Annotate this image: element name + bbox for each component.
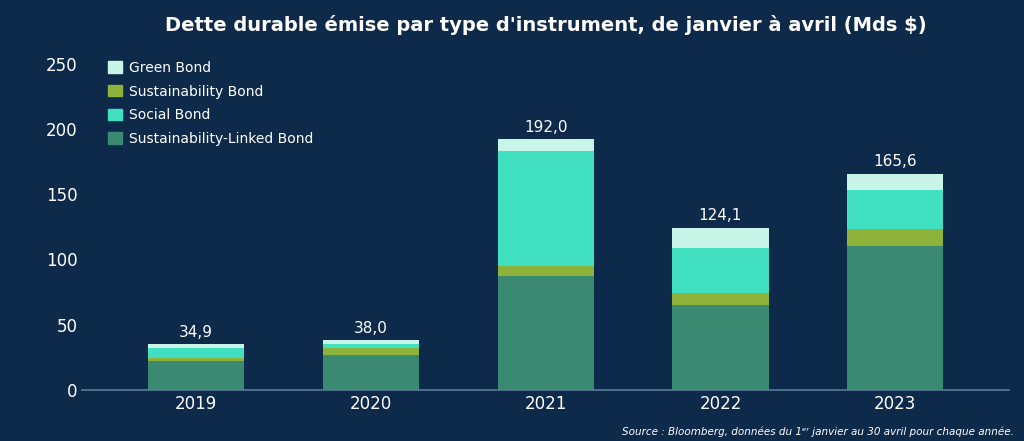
Bar xyxy=(847,174,943,190)
Bar xyxy=(498,151,594,266)
Bar xyxy=(147,358,244,361)
Bar xyxy=(673,228,769,247)
Bar xyxy=(847,246,943,390)
Bar xyxy=(673,293,769,305)
Bar xyxy=(847,190,943,229)
Bar xyxy=(498,139,594,151)
Bar xyxy=(147,348,244,358)
Bar xyxy=(673,305,769,390)
Text: Source : Bloomberg, données du 1ᵉʳ janvier au 30 avril pour chaque année.: Source : Bloomberg, données du 1ᵉʳ janvi… xyxy=(622,426,1014,437)
Bar xyxy=(673,247,769,293)
Bar xyxy=(323,348,419,355)
Bar xyxy=(323,340,419,344)
Bar xyxy=(498,277,594,390)
Bar xyxy=(323,355,419,390)
Legend: Green Bond, Sustainability Bond, Social Bond, Sustainability-Linked Bond: Green Bond, Sustainability Bond, Social … xyxy=(108,61,313,146)
Bar xyxy=(847,229,943,246)
Title: Dette durable émise par type d'instrument, de janvier à avril (Mds $): Dette durable émise par type d'instrumen… xyxy=(165,15,927,35)
Text: 192,0: 192,0 xyxy=(524,120,567,135)
Text: 34,9: 34,9 xyxy=(179,325,213,340)
Text: 124,1: 124,1 xyxy=(698,208,742,223)
Text: 165,6: 165,6 xyxy=(873,154,918,169)
Bar xyxy=(147,361,244,390)
Bar xyxy=(498,266,594,277)
Bar xyxy=(147,344,244,348)
Text: 38,0: 38,0 xyxy=(354,321,388,336)
Bar xyxy=(323,344,419,348)
